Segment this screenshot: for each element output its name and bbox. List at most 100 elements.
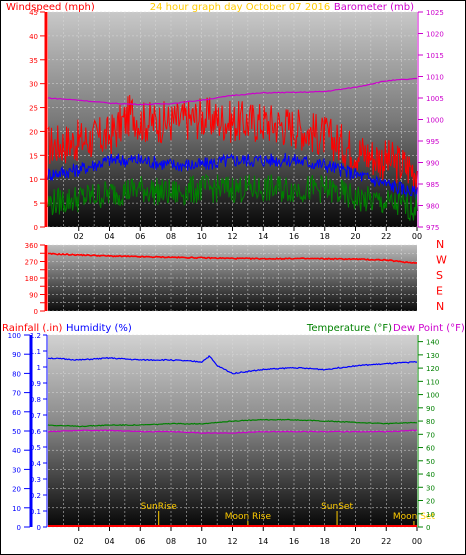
- x-tick-label: 16: [289, 232, 299, 241]
- barometer-axis-tick-label: 1000: [426, 117, 444, 125]
- humidity-axis-tick-label: 100: [8, 332, 21, 340]
- wind-panel-grid: [48, 11, 417, 228]
- rainfall-axis-tick-label: 0.8: [30, 396, 41, 404]
- climate-panel-grid: [48, 334, 417, 528]
- x-tick-label: 14: [258, 232, 268, 241]
- rainfall-axis-tick-label: 1: [37, 364, 41, 372]
- rainfall-axis-tick-label: 0.9: [30, 380, 41, 388]
- x-tick-label: 18: [320, 232, 330, 241]
- temperature-axis-title: Temperature (°F): [306, 323, 392, 334]
- humidity-axis-tick-label: 70: [12, 390, 21, 398]
- direction-axis-tick-label: 180: [25, 275, 38, 283]
- rainfall-axis-tick-label: 0.7: [30, 412, 41, 420]
- humidity-axis-tick-label: 60: [12, 409, 21, 417]
- series-wind-direction: [47, 252, 417, 264]
- rainfall-axis: 0 0.1 0.2 0.3 0.4 0.5 0.6 0.7 0.8 0.9 1 1.1 1.2: [30, 332, 48, 532]
- temperature-axis-tick-label: 30: [426, 484, 435, 492]
- temperature-axis: 0 10 20 30 40 50 60 70 80 90 100 110 120 130 140: [417, 335, 439, 532]
- humidity-axis-tick-label: 80: [12, 370, 21, 378]
- series-temperature: [47, 418, 417, 428]
- rainfall-axis-tick-label: 0.6: [30, 428, 42, 436]
- wind-axis-title: Windspeed (mph): [6, 2, 95, 13]
- barometer-axis-tick-label: 1025: [426, 9, 444, 17]
- barometer-axis-tick-label: 990: [426, 160, 439, 168]
- direction-degree-axis: 0 90 180 270 360: [25, 242, 48, 316]
- barometer-axis-tick-label: 985: [426, 181, 439, 189]
- climate-panel-series: [47, 354, 418, 527]
- x-tick-label: 00: [412, 537, 422, 546]
- x-tick-label: 20: [350, 232, 360, 241]
- barometer-axis-tick-label: 1010: [426, 74, 444, 82]
- astronomical-events: SunRise SunSet Moon Rise Moon Set: [141, 502, 435, 527]
- x-tick-label: 22: [381, 537, 391, 546]
- direction-panel-grid: [48, 244, 417, 312]
- compass-label: W: [436, 254, 447, 267]
- temperature-axis-tick-label: 140: [426, 339, 439, 347]
- temperature-axis-tick-label: 40: [426, 471, 435, 479]
- x-tick-label: 10: [197, 537, 207, 546]
- humidity-axis-tick-label: 30: [12, 466, 21, 474]
- rainfall-axis-tick-label: 1.1: [30, 348, 41, 356]
- humidity-axis-tick-label: 0: [17, 524, 21, 532]
- temperature-axis-tick-label: 80: [426, 418, 435, 426]
- series-barometer: [47, 77, 417, 106]
- humidity-axis-tick-label: 20: [12, 486, 21, 494]
- rainfall-axis-tick-label: 0.1: [30, 508, 41, 516]
- barometer-axis-tick-label: 980: [426, 203, 439, 211]
- temperature-axis-tick-label: 130: [426, 352, 439, 360]
- x-tick-label: 04: [104, 232, 114, 241]
- series-dew-point: [47, 429, 418, 435]
- x-tick-label: 02: [74, 537, 84, 546]
- humidity-axis-title: Humidity (%): [66, 323, 132, 334]
- humidity-axis-tick-label: 50: [12, 428, 21, 436]
- temperature-axis-tick-label: 70: [426, 431, 435, 439]
- wind-axis-tick-label: 10: [29, 176, 38, 184]
- series-wind-lull: [47, 173, 418, 221]
- barometer-axis-tick-label: 1020: [426, 31, 444, 39]
- barometer-axis-tick-label: 1005: [426, 95, 444, 103]
- x-tick-label: 12: [227, 232, 237, 241]
- wind-axis-tick-label: 0: [34, 224, 38, 232]
- barometer-axis: 975 980 985 990 995 1000 1005 1010 1015 1020 1025: [417, 9, 444, 232]
- humidity-axis: 0 10 20 30 40 50 60 70 80 90 100: [8, 332, 33, 532]
- x-tick-label: 22: [381, 232, 391, 241]
- graph-date-title: 24 hour graph day October 07 2016: [150, 2, 331, 13]
- wind-speed-axis: 0 5 10 15 20 25 30 35 40 45: [29, 9, 48, 232]
- wind-axis-tick-label: 30: [29, 81, 38, 89]
- rainfall-axis-title: Rainfall (.in): [2, 323, 63, 334]
- direction-axis-tick-label: 270: [25, 259, 38, 267]
- dewpoint-axis-title: Dew Point (°F): [393, 323, 465, 334]
- direction-panel-series: [47, 252, 417, 264]
- rainfall-axis-tick-label: 1.2: [30, 332, 41, 340]
- x-tick-label: 06: [135, 232, 145, 241]
- temperature-axis-tick-label: 0: [426, 524, 430, 532]
- wind-panel-series: [47, 77, 418, 221]
- wind-axis-tick-label: 35: [29, 57, 38, 65]
- event-label: Moon Rise: [225, 512, 272, 522]
- x-tick-label: 08: [166, 232, 176, 241]
- direction-axis-tick-label: 360: [25, 242, 38, 250]
- compass-label: N: [436, 238, 444, 251]
- event-label: SunSet: [321, 502, 353, 512]
- x-tick-label: 20: [350, 537, 360, 546]
- rainfall-axis-tick-label: 0.5: [30, 444, 41, 452]
- barometer-axis-tick-label: 995: [426, 138, 439, 146]
- wind-axis-tick-label: 40: [29, 33, 38, 41]
- rainfall-axis-tick-label: 0: [37, 524, 41, 532]
- rainfall-axis-tick-label: 0.3: [30, 476, 41, 484]
- x-tick-label: 04: [104, 537, 114, 546]
- temperature-axis-tick-label: 20: [426, 498, 435, 506]
- series-wind-average: [47, 152, 418, 201]
- humidity-axis-tick-label: 90: [12, 351, 21, 359]
- wind-panel-time-axis: 02 04 06 08 10 12 14 16 18 20 22 00: [74, 227, 422, 241]
- wind-axis-tick-label: 5: [34, 200, 38, 208]
- direction-axis-tick-label: 90: [29, 292, 38, 300]
- barometer-axis-tick-label: 975: [426, 224, 439, 232]
- event-label: SunRise: [141, 502, 178, 512]
- x-tick-label: 02: [74, 232, 84, 241]
- compass-label: E: [436, 285, 443, 298]
- temperature-axis-tick-label: 100: [426, 392, 439, 400]
